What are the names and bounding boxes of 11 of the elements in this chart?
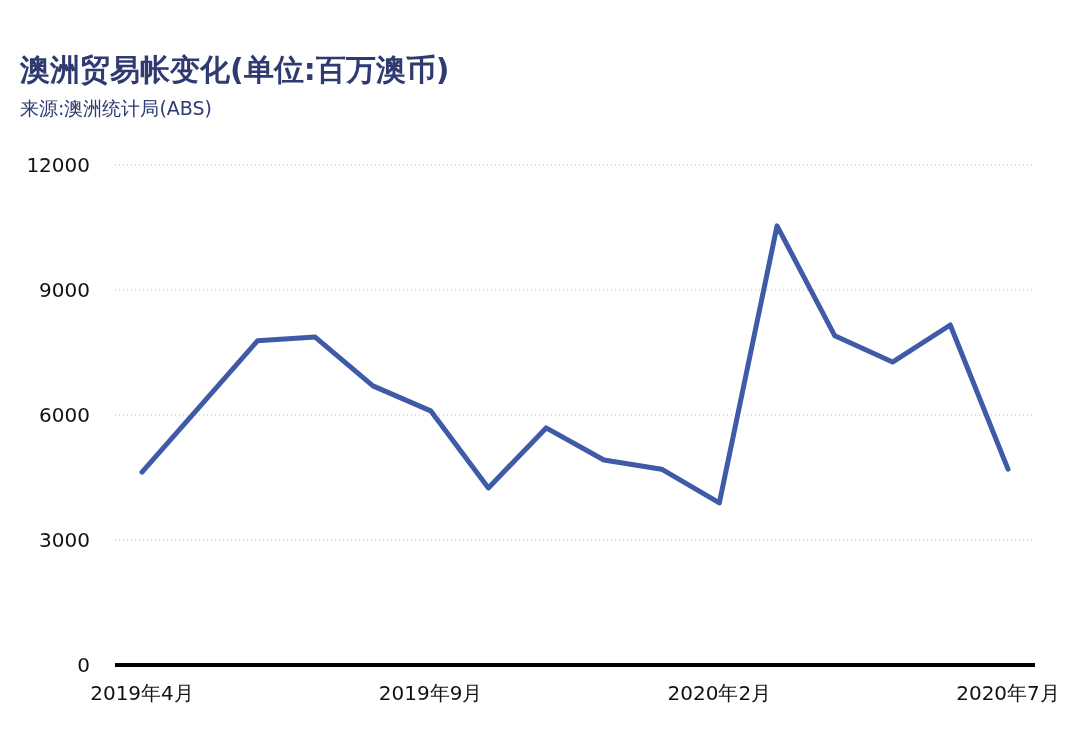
chart-subtitle: 来源:澳洲统计局(ABS) <box>20 97 212 119</box>
chart-title: 澳洲贸易帐变化(单位:百万澳币) <box>19 52 450 87</box>
y-tick-label: 3000 <box>39 528 90 552</box>
y-tick-label: 9000 <box>39 278 90 302</box>
x-tick-label: 2019年9月 <box>378 681 483 705</box>
y-tick-label: 0 <box>77 653 90 677</box>
x-tick-label: 2020年7月 <box>956 681 1060 705</box>
y-tick-label: 12000 <box>26 153 90 177</box>
x-tick-label: 2020年2月 <box>667 681 772 705</box>
y-tick-label: 6000 <box>39 403 90 427</box>
x-tick-label: 2019年4月 <box>90 681 194 705</box>
